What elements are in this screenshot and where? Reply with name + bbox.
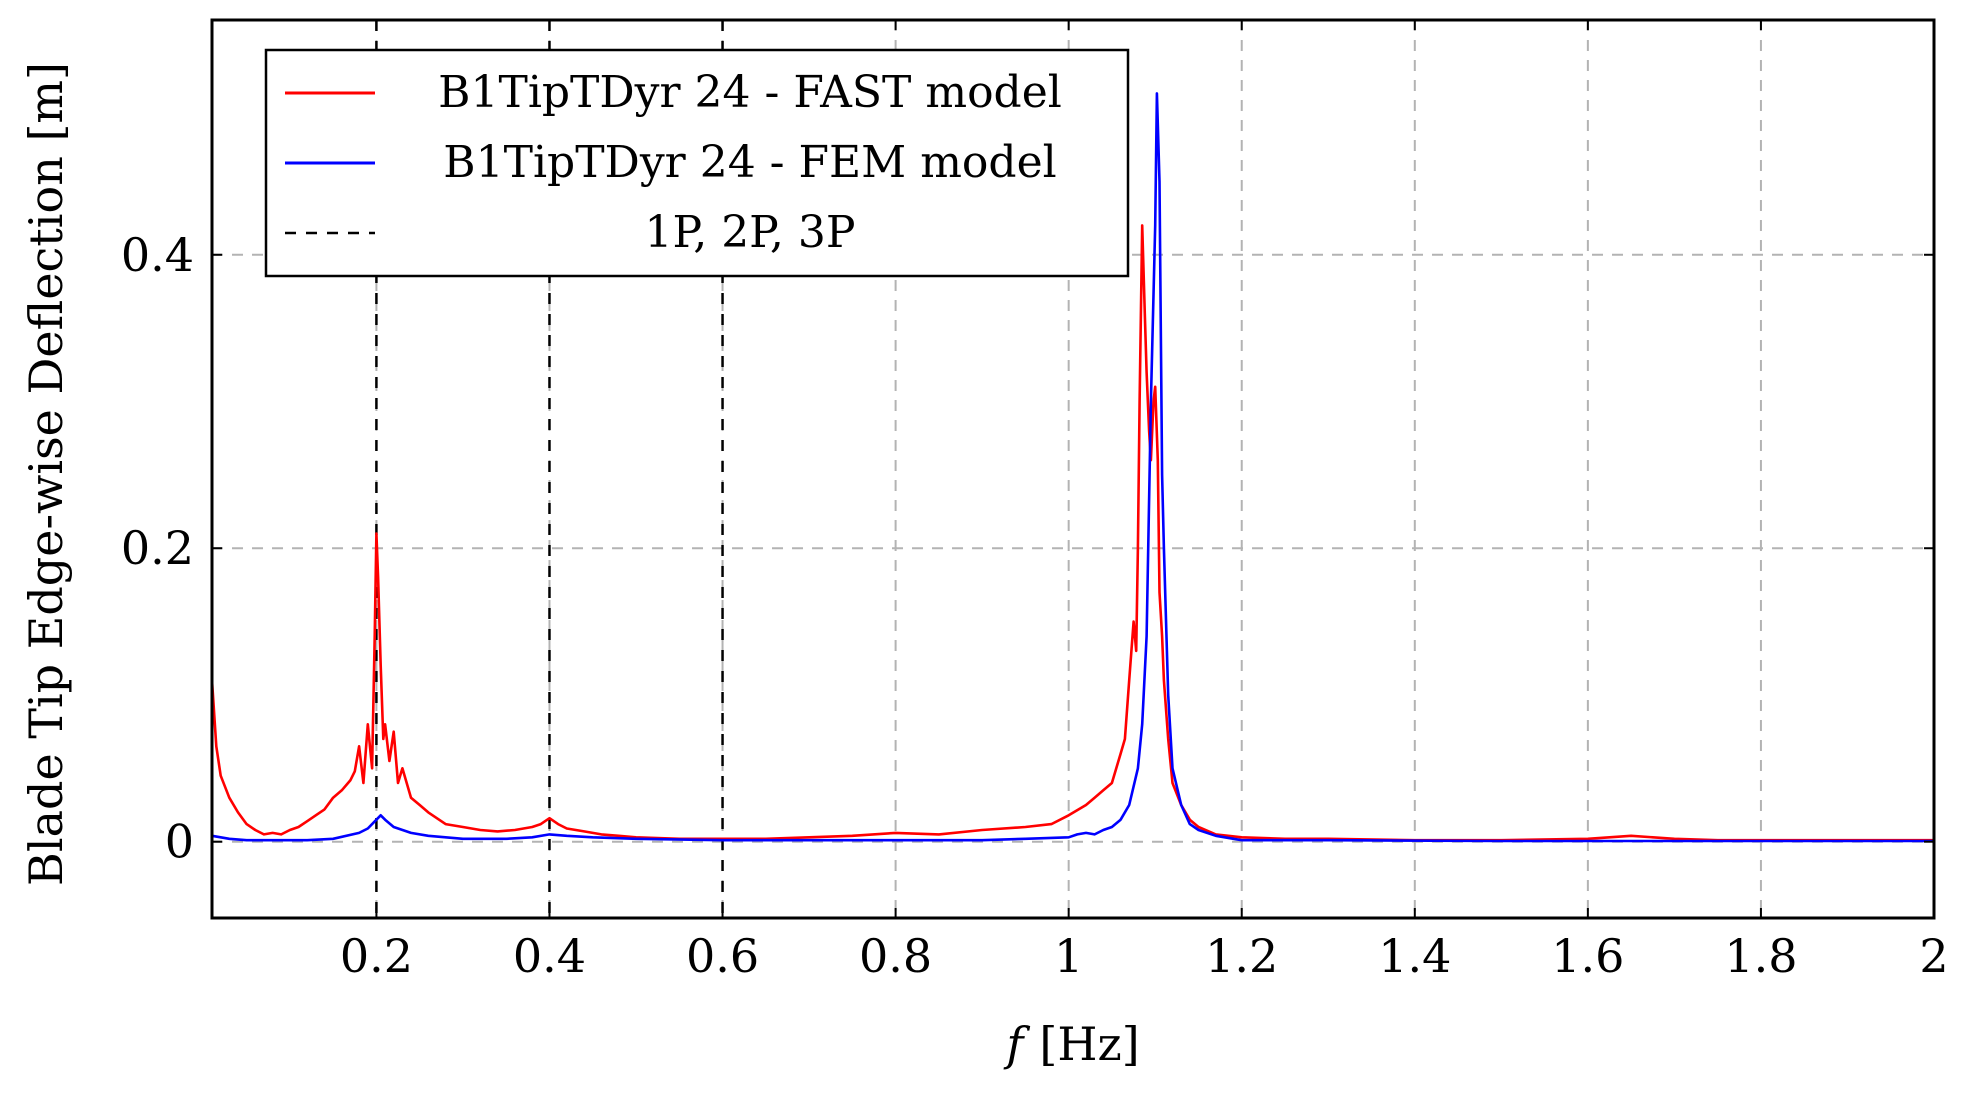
- x-tick-label: 1.4: [1378, 929, 1451, 983]
- series: [210, 92, 1934, 843]
- axis-ticks: 0.2 0.4 0.6 0.8 1 1.2 1.4 1.6 1.8 2 0 0.2 0.4: [121, 20, 1949, 983]
- legend-label-fem: B1TipTDyr 24 - FEM model: [443, 137, 1056, 188]
- x-tick-label: 1: [1054, 929, 1083, 983]
- y-tick-label: 0.4: [121, 228, 194, 282]
- plot-frame: [210, 18, 1936, 920]
- x-axis-unit: [Hz]: [1039, 1017, 1139, 1071]
- x-tick-label: 1.8: [1724, 929, 1797, 983]
- legend-label-harmonics: 1P, 2P, 3P: [645, 207, 856, 258]
- y-tick-label: 0: [165, 815, 194, 869]
- x-tick-label: 1.2: [1205, 929, 1278, 983]
- x-axis-variable: f: [1003, 1017, 1030, 1071]
- legend-box: [264, 48, 1130, 278]
- x-axis-label: f [Hz]: [1003, 1017, 1139, 1071]
- x-tick-label: 0.2: [340, 929, 413, 983]
- y-axis-label: Blade Tip Edge-wise Deflection [m]: [19, 62, 73, 886]
- x-tick-label: 1.6: [1551, 929, 1624, 983]
- x-tick-label: 0.4: [513, 929, 586, 983]
- x-tick-label: 0.6: [686, 929, 759, 983]
- legend-label-fast: B1TipTDyr 24 - FAST model: [438, 67, 1062, 118]
- x-tick-label: 2: [1919, 929, 1948, 983]
- series-line-fast: [210, 224, 1934, 842]
- series-line-fem: [211, 92, 1934, 843]
- legend: B1TipTDyr 24 - FAST model B1TipTDyr 24 -…: [264, 48, 1130, 278]
- y-tick-label: 0.2: [121, 521, 194, 575]
- x-tick-label: 0.8: [859, 929, 932, 983]
